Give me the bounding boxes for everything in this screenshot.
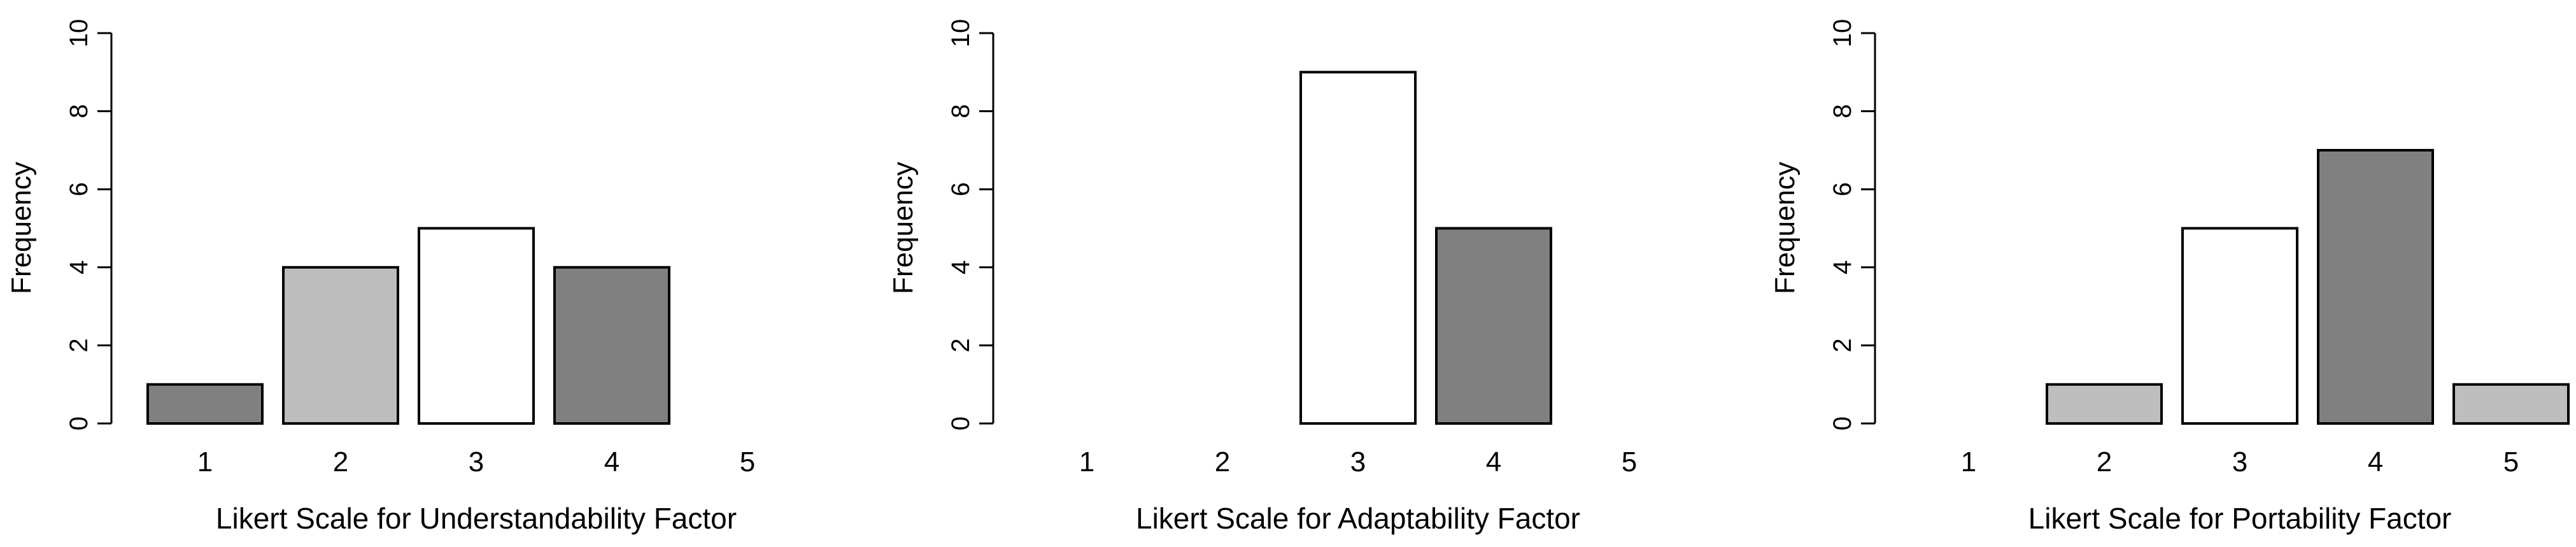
x-tick-label: 1 xyxy=(197,446,213,478)
x-tick-label: 3 xyxy=(2232,446,2247,478)
y-tick-label: 10 xyxy=(1829,19,1857,48)
x-tick-label: 2 xyxy=(1215,446,1230,478)
x-tick-label: 5 xyxy=(1622,446,1637,478)
bar-1[interactable] xyxy=(146,383,264,425)
y-tick-label: 4 xyxy=(65,260,93,274)
bar-4[interactable] xyxy=(1435,227,1552,425)
x-tick-label: 4 xyxy=(1486,446,1501,478)
x-tick-label: 4 xyxy=(2368,446,2383,478)
y-axis-title: Frequency xyxy=(888,162,919,294)
y-tick-label: 4 xyxy=(1829,260,1857,274)
y-axis-title: Frequency xyxy=(6,162,37,294)
y-tick-label: 0 xyxy=(1829,416,1857,430)
x-tick-label: 2 xyxy=(2097,446,2112,478)
y-tick-label: 2 xyxy=(1829,338,1857,352)
y-tick-label: 6 xyxy=(947,182,975,196)
x-axis-title: Likert Scale for Portability Factor xyxy=(2028,502,2452,535)
x-tick-label: 3 xyxy=(1350,446,1366,478)
y-tick-label: 6 xyxy=(65,182,93,196)
bar-3[interactable] xyxy=(2181,227,2298,425)
bar-4[interactable] xyxy=(2317,148,2434,425)
bar-2[interactable] xyxy=(282,266,399,425)
chart-panel-2: 0 2 4 6 8 10 Frequency 1 2 3 4 5 Likert Scale for Ad… xyxy=(888,19,1637,535)
bar-2[interactable] xyxy=(2046,383,2163,425)
bar-5[interactable] xyxy=(2452,383,2570,425)
x-axis-title: Likert Scale for Adaptability Factor xyxy=(1136,502,1580,535)
x-tick-label: 5 xyxy=(2503,446,2519,478)
x-tick-label: 2 xyxy=(333,446,348,478)
y-axis-title: Frequency xyxy=(1769,162,1801,294)
bar-4[interactable] xyxy=(553,266,670,425)
y-tick-label: 8 xyxy=(65,104,93,118)
x-tick-label: 3 xyxy=(469,446,484,478)
x-tick-label: 4 xyxy=(604,446,619,478)
y-tick-label: 10 xyxy=(65,19,93,48)
x-tick-label: 1 xyxy=(1961,446,1976,478)
y-tick-label: 2 xyxy=(947,338,975,352)
bar-3[interactable] xyxy=(418,227,535,425)
x-tick-label: 5 xyxy=(740,446,755,478)
x-tick-label: 1 xyxy=(1079,446,1094,478)
y-tick-label: 6 xyxy=(1829,182,1857,196)
y-tick-label: 10 xyxy=(947,19,975,48)
y-tick-label: 8 xyxy=(1829,104,1857,118)
bar-3[interactable] xyxy=(1299,71,1417,425)
y-tick-label: 0 xyxy=(65,416,93,430)
y-tick-label: 2 xyxy=(65,338,93,352)
chart-panel-3: 0 2 4 6 8 10 Frequency 1 2 3 4 5 Likert Scale for Po… xyxy=(1769,19,2570,535)
y-tick-label: 0 xyxy=(947,416,975,430)
y-tick-label: 8 xyxy=(947,104,975,118)
x-axis-title: Likert Scale for Understandability Facto… xyxy=(216,502,737,535)
y-tick-label: 4 xyxy=(947,260,975,274)
